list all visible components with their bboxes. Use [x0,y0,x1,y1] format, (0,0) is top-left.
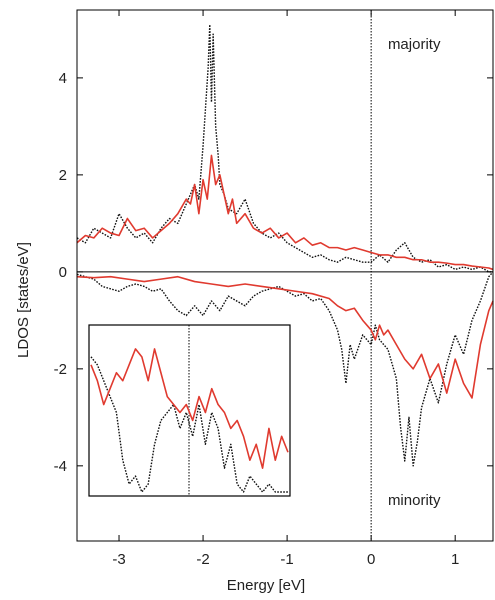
y-axis-label: LDOS [states/eV] [15,242,32,358]
y-tick-label: -4 [54,458,67,475]
y-tick-label: -2 [54,361,67,378]
y-tick-label: 4 [59,70,67,87]
inset-series-group [90,348,289,493]
y-tick-label: 0 [59,264,67,281]
x-axis-label: Energy [eV] [227,577,305,594]
series-majority-solid-0 [76,154,494,271]
x-tick-label: -2 [196,551,209,568]
y-tick-label: 2 [59,167,67,184]
x-tick-label: 1 [451,551,459,568]
x-tick-label: -1 [280,551,293,568]
x-tick-label: 0 [367,551,375,568]
inset-series-solid-0 [90,348,289,469]
plot-layer [76,10,494,541]
annotations: majority minority [388,36,441,509]
series-minority-dotted-3 [76,271,494,467]
annotation-majority: majority [388,36,441,53]
series-majority-dotted-1 [76,23,493,273]
plot-frame [76,9,494,542]
annotation-minority: minority [388,492,441,509]
inset-chart [88,324,291,497]
axis-ticks: -3 -2 -1 0 1 -4 -2 0 2 4 [54,10,493,568]
x-tick-label: -3 [112,551,125,568]
series-minority-solid-2 [76,275,494,399]
